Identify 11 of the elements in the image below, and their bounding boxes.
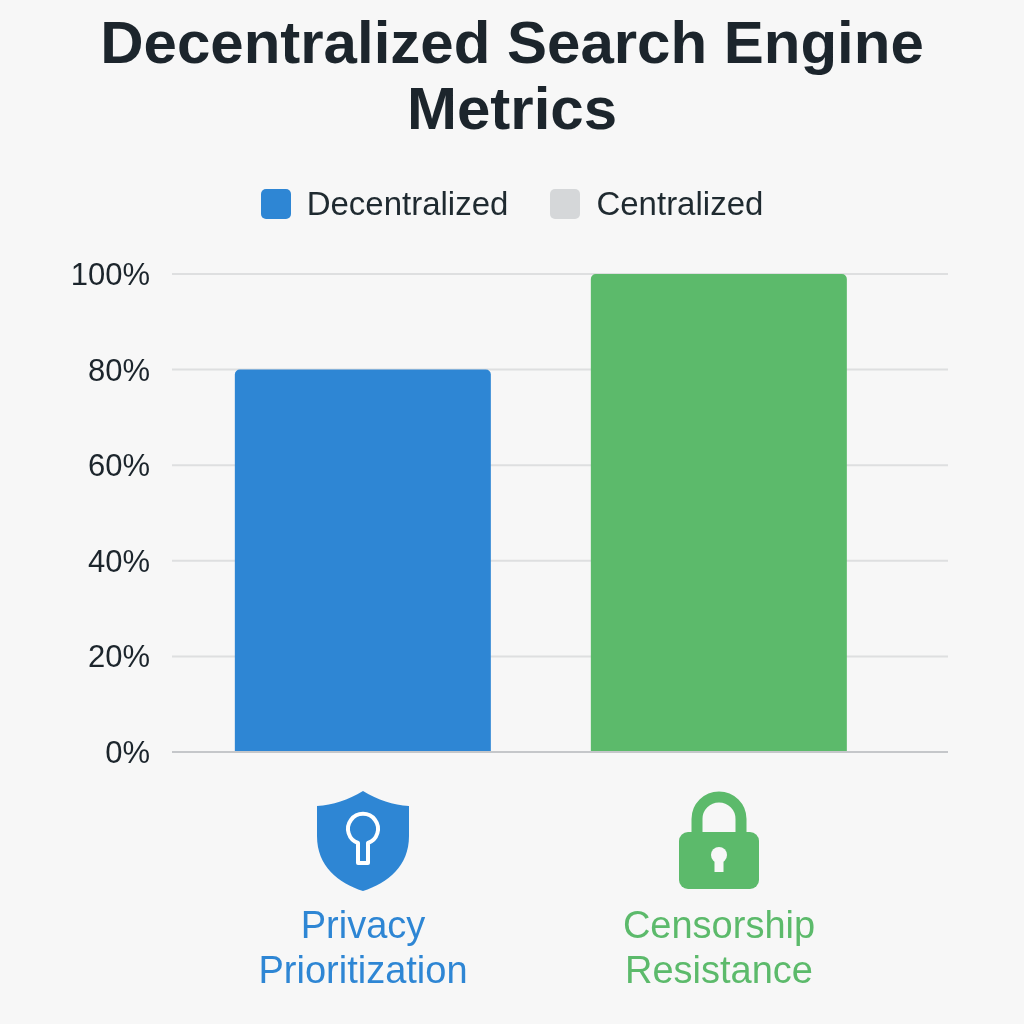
y-tick-label: 100% [70, 257, 150, 293]
y-tick-label: 60% [87, 448, 150, 484]
y-tick-label: 20% [87, 639, 150, 675]
legend-label: Centralized [596, 185, 764, 223]
legend-label: Decentralized [306, 185, 509, 223]
x-tick-label: Censorship Resistance [622, 904, 816, 991]
y-tick-label: 0% [105, 735, 150, 771]
x-tick-label: Privacy Prioritization [258, 904, 468, 991]
y-tick-label: 80% [87, 352, 150, 388]
y-tick-label: 40% [87, 543, 150, 579]
chart-title: Decentralized Search Engine Metrics [99, 9, 925, 142]
